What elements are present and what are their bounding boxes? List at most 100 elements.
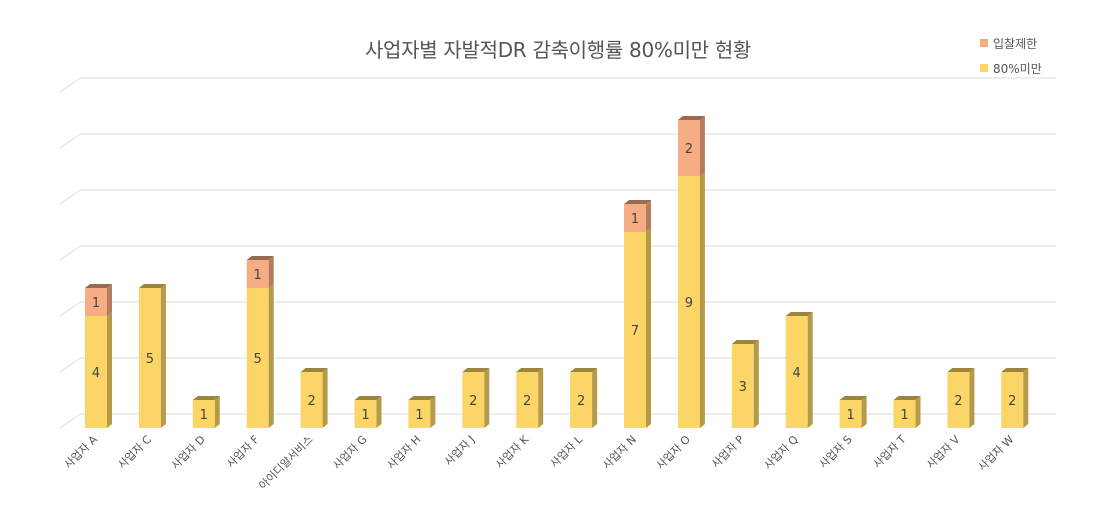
data-label: 1 <box>900 408 908 423</box>
bar-side <box>538 368 544 428</box>
category-label: 사업자 P <box>709 433 747 471</box>
category-label: 사업자 N <box>600 433 639 472</box>
data-label: 2 <box>469 394 477 409</box>
data-label: 2 <box>577 394 585 409</box>
bar-side <box>646 228 651 428</box>
bar-segment <box>677 176 700 428</box>
bar-top <box>893 396 921 400</box>
bar-side <box>160 284 166 428</box>
data-label: 3 <box>739 380 747 395</box>
bar-segment <box>893 400 916 428</box>
bar-top <box>1001 368 1029 372</box>
bar-side <box>107 312 112 428</box>
bar-segment <box>731 344 754 428</box>
category-label: 사업자 T <box>871 433 909 471</box>
data-label: 5 <box>254 352 262 367</box>
category-label: 사업자 A <box>62 433 101 472</box>
bar-top <box>246 256 274 260</box>
data-label: 9 <box>685 296 693 311</box>
data-label: 4 <box>793 366 801 381</box>
bar-segment <box>947 372 970 428</box>
gridline-depth <box>59 357 81 373</box>
gridline-depth <box>59 245 81 261</box>
bar-top <box>300 368 328 372</box>
category-label: 사업자 W <box>976 433 1017 474</box>
bar-segment <box>516 372 539 428</box>
bar-side <box>861 396 867 428</box>
bar-top <box>624 200 651 204</box>
bar-segment <box>839 400 862 428</box>
data-label: 7 <box>631 324 639 339</box>
bar-top <box>677 116 705 120</box>
category-label: 사업자 Q <box>762 433 801 472</box>
bar-top <box>85 284 112 288</box>
bar-side <box>592 368 598 428</box>
data-label: 1 <box>200 408 208 423</box>
data-label: 1 <box>92 296 100 311</box>
data-label: 2 <box>307 394 315 409</box>
bar-segment <box>408 400 431 428</box>
data-label: 2 <box>954 394 962 409</box>
data-label: 2 <box>523 394 531 409</box>
bar-segment <box>246 260 269 288</box>
bar-segment <box>677 120 700 176</box>
bar-top <box>408 396 436 400</box>
category-label: 사업자 H <box>385 433 424 472</box>
bar-side <box>214 396 220 428</box>
bar-side <box>915 396 921 428</box>
chart-title: 사업자별 자발적DR 감축이행률 80%미만 현황 <box>364 38 752 62</box>
legend-label-bid-limit: 입찰제한 <box>993 36 1038 51</box>
data-label: 2 <box>1008 394 1016 409</box>
bar-side <box>807 312 813 428</box>
bar-segment <box>138 288 161 428</box>
bar-top <box>947 368 975 372</box>
legend-item-bid-limit: 입찰제한 <box>980 35 1037 51</box>
bar-segment <box>624 204 646 232</box>
bar-side <box>646 200 651 232</box>
bar-side <box>1023 368 1029 428</box>
legend-label-under-80: 80%미만 <box>993 61 1042 76</box>
bar-side <box>969 368 975 428</box>
bar-side <box>107 284 112 316</box>
data-label: 1 <box>631 212 639 227</box>
bar-top <box>731 340 759 344</box>
bar-side <box>268 284 274 428</box>
bar-top <box>138 284 166 288</box>
bar-segment <box>85 288 107 316</box>
bar-top <box>192 396 220 400</box>
bar-top <box>354 396 382 400</box>
bar-segment <box>1001 372 1024 428</box>
bar-top <box>516 368 544 372</box>
data-label: 1 <box>846 408 854 423</box>
bar-top <box>785 312 813 316</box>
bar-segment <box>192 400 215 428</box>
gridline-depth <box>59 301 81 317</box>
category-label: 사업자 L <box>548 432 586 470</box>
data-label: 1 <box>415 408 423 423</box>
category-label: 사업자 J <box>442 433 477 468</box>
data-label: 5 <box>146 352 154 367</box>
bar-segment <box>462 372 485 428</box>
gridline-depth <box>59 189 81 205</box>
category-label: 아이디알서비스 <box>256 432 316 492</box>
legend-swatch-under-80 <box>980 64 988 72</box>
bar-side <box>268 256 274 288</box>
bar-side <box>699 172 705 428</box>
gridline-depth <box>59 77 81 93</box>
bar-top <box>570 368 598 372</box>
bar-segment <box>570 372 593 428</box>
bar-side <box>376 396 382 428</box>
bar-segment <box>785 316 808 428</box>
category-label: 사업자 F <box>224 433 262 471</box>
category-label: 사업자 V <box>924 433 963 472</box>
bar-segment <box>354 400 377 428</box>
bar-segment <box>300 372 323 428</box>
legend-swatch-bid-limit <box>980 39 988 47</box>
bar-segment <box>246 288 269 428</box>
bar-side <box>484 368 490 428</box>
category-label: 사업자 K <box>493 432 532 471</box>
bar-side <box>699 116 705 176</box>
category-label: 사업자 G <box>330 433 369 472</box>
